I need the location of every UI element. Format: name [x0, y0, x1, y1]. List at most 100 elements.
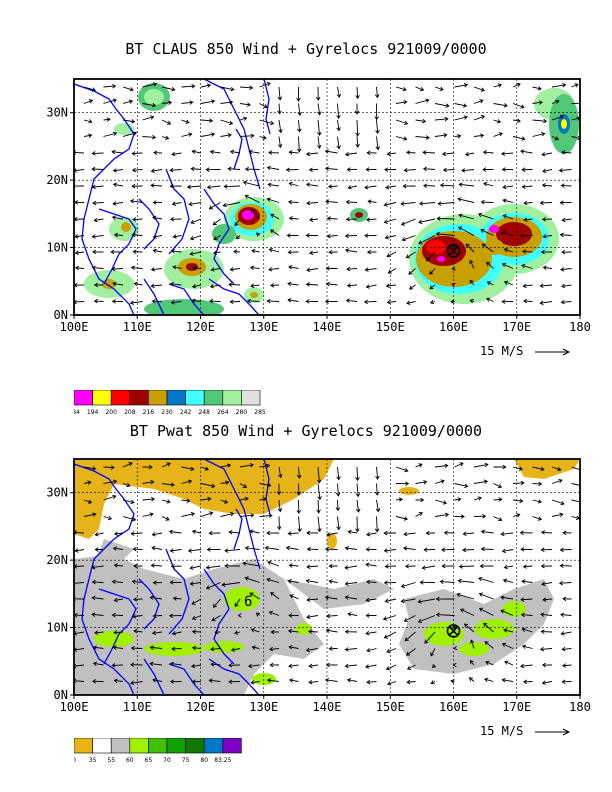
wind-arrow-head: [425, 530, 430, 536]
wind-arrow-head: [520, 663, 525, 669]
wind-arrow: [401, 598, 416, 602]
wind-arrow: [436, 233, 455, 236]
wind-arrow-head: [296, 474, 302, 479]
wind-arrow: [401, 202, 416, 205]
wind-arrow-head: [458, 213, 463, 218]
wind-arrow-head: [221, 582, 226, 587]
wind-arrow: [267, 198, 280, 203]
colorbar-label: 83.25: [214, 757, 231, 764]
x-tick-label: 170E: [502, 320, 531, 334]
wind-arrow: [92, 152, 104, 154]
y-tick-label: 10N: [46, 241, 68, 255]
wind-arrow-head: [403, 167, 408, 173]
wind-arrow: [356, 483, 359, 497]
wind-arrow-head: [480, 199, 485, 205]
wind-arrow-head: [540, 612, 545, 617]
wind-arrow-head: [355, 477, 360, 482]
wind-arrow: [259, 136, 267, 139]
wind-arrow-head: [171, 646, 176, 652]
wind-arrow-head: [91, 87, 97, 92]
wind-arrow: [522, 645, 533, 649]
wind-arrow: [415, 86, 424, 91]
wind-arrow: [540, 648, 553, 650]
colorbar-label: 242: [180, 409, 192, 416]
wind-arrow-head: [111, 266, 116, 272]
wind-arrow-head: [346, 266, 351, 272]
wind-arrow-head: [541, 183, 546, 188]
wind-arrow-head: [227, 166, 232, 172]
wind-arrow-head: [406, 651, 411, 656]
wind-arrow-head: [151, 545, 156, 551]
wind-arrow: [181, 513, 195, 517]
wind-arrow-head: [112, 201, 117, 206]
colorbar-label: 35: [89, 757, 97, 764]
wind-arrow: [298, 516, 301, 532]
wind-arrow-head: [130, 680, 135, 686]
wind-arrow: [239, 514, 254, 517]
wind-arrow: [345, 249, 358, 253]
wind-arrow-head: [375, 475, 380, 480]
wind-arrow-head: [365, 597, 370, 603]
wind-arrow-head: [151, 532, 156, 537]
wind-arrow-head: [266, 577, 271, 583]
wind-arrow: [426, 251, 436, 261]
wind-arrow: [503, 629, 514, 633]
wind-arrow-head: [210, 662, 215, 667]
wind-arrow-head: [386, 151, 391, 157]
wind-arrow: [142, 83, 157, 88]
wind-arrow-head: [436, 216, 441, 221]
wind-arrow: [559, 169, 572, 172]
wind-arrow-head: [375, 129, 380, 135]
wind-arrow: [309, 681, 319, 683]
wind-arrow: [561, 185, 572, 187]
wind-arrow: [220, 499, 228, 503]
wind-arrow: [151, 184, 163, 187]
wind-arrow: [480, 229, 494, 236]
wind-arrow: [493, 498, 502, 501]
wind-arrow-head: [224, 548, 229, 553]
wind-arrow-head: [439, 579, 444, 585]
wind-arrow-head: [114, 531, 119, 536]
wind-arrow: [384, 218, 397, 223]
colorbar-label: 65: [145, 757, 153, 764]
wind-arrow-head: [306, 200, 311, 206]
wind-arrow-head: [336, 93, 342, 99]
wind-arrow-head: [130, 499, 135, 505]
wind-arrow: [376, 483, 378, 495]
wind-arrow: [434, 118, 448, 121]
wind-arrow: [503, 214, 514, 220]
wind-arrow-head: [287, 250, 292, 255]
wind-arrow-head: [355, 493, 361, 498]
wind-arrow-head: [316, 144, 322, 150]
wind-arrow-head: [91, 166, 96, 172]
wind-arrow-head: [227, 133, 232, 138]
wind-arrow: [234, 598, 241, 607]
wind-arrow: [122, 483, 130, 487]
wind-arrow: [188, 549, 202, 552]
wind-arrow-head: [484, 641, 489, 646]
wind-arrow: [191, 598, 202, 605]
wind-arrow-head: [288, 216, 293, 221]
wind-arrow-head: [187, 479, 193, 484]
wind-arrow: [551, 513, 563, 517]
wind-arrow-head: [482, 514, 487, 519]
wind-arrow-head: [74, 647, 78, 652]
wind-arrow: [560, 234, 572, 236]
wind-arrow-head: [307, 629, 313, 634]
wind-arrow: [190, 218, 202, 224]
wind-arrow-head: [562, 596, 567, 602]
wind-arrow: [366, 648, 377, 652]
wind-arrow: [481, 530, 494, 534]
wind-arrow: [429, 268, 436, 275]
wind-arrow-head: [385, 184, 390, 190]
wind-arrow: [170, 169, 182, 171]
wind-arrow-head: [113, 678, 118, 683]
wind-arrow: [83, 86, 96, 91]
wind-arrow-head: [268, 646, 274, 652]
wind-arrow-head: [228, 530, 233, 535]
wind-arrow-head: [191, 629, 197, 634]
wind-arrow: [434, 103, 449, 107]
wind-arrow: [406, 301, 416, 304]
wind-arrow-head: [541, 581, 546, 587]
wind-arrow-head: [355, 143, 360, 148]
